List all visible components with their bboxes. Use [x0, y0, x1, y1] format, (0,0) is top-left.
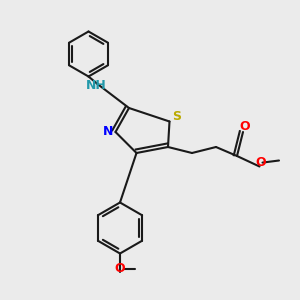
Text: O: O — [256, 155, 266, 169]
Text: NH: NH — [86, 79, 107, 92]
Text: N: N — [103, 125, 113, 139]
Text: O: O — [115, 262, 125, 275]
Text: O: O — [239, 120, 250, 133]
Text: S: S — [172, 110, 182, 124]
